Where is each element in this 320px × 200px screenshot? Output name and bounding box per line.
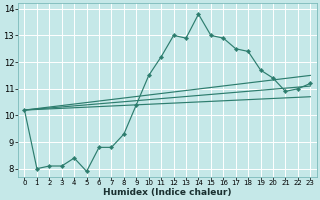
X-axis label: Humidex (Indice chaleur): Humidex (Indice chaleur): [103, 188, 232, 197]
